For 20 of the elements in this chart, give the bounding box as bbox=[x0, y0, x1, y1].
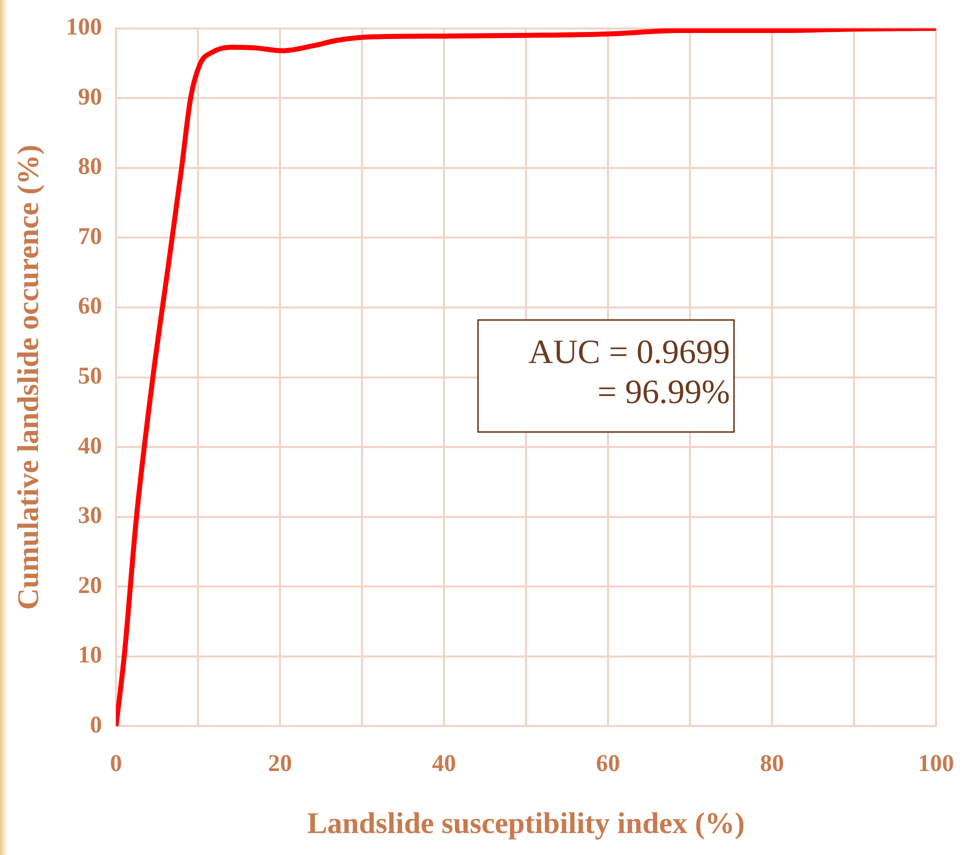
y-tick-label: 90 bbox=[78, 84, 102, 110]
x-tick-label: 20 bbox=[268, 750, 292, 777]
y-tick-label: 20 bbox=[78, 572, 102, 599]
y-tick-label: 0 bbox=[90, 712, 102, 738]
y-tick-label: 50 bbox=[78, 364, 102, 390]
y-tick-label: 70 bbox=[78, 224, 102, 250]
y-tick-label: 10 bbox=[78, 642, 102, 669]
y-tick-label: 80 bbox=[78, 154, 102, 180]
x-tick-label: 60 bbox=[596, 750, 620, 777]
x-tick-label: 0 bbox=[110, 750, 122, 777]
y-tick-label: 40 bbox=[78, 433, 102, 460]
y-tick-label: 100 bbox=[66, 14, 102, 41]
y-tick-label: 30 bbox=[78, 503, 102, 530]
y-axis-title: Cumulative landslide occurence (%) bbox=[12, 144, 45, 610]
annotation: AUC = 0.9699 = 96.99% bbox=[528, 334, 730, 411]
x-axis-title: Landslide susceptibility index (%) bbox=[307, 806, 745, 840]
x-tick-label: 80 bbox=[760, 750, 784, 777]
x-tick-label: 100 bbox=[918, 750, 954, 777]
y-tick-label: 60 bbox=[78, 294, 102, 320]
x-tick-label: 40 bbox=[432, 750, 456, 777]
